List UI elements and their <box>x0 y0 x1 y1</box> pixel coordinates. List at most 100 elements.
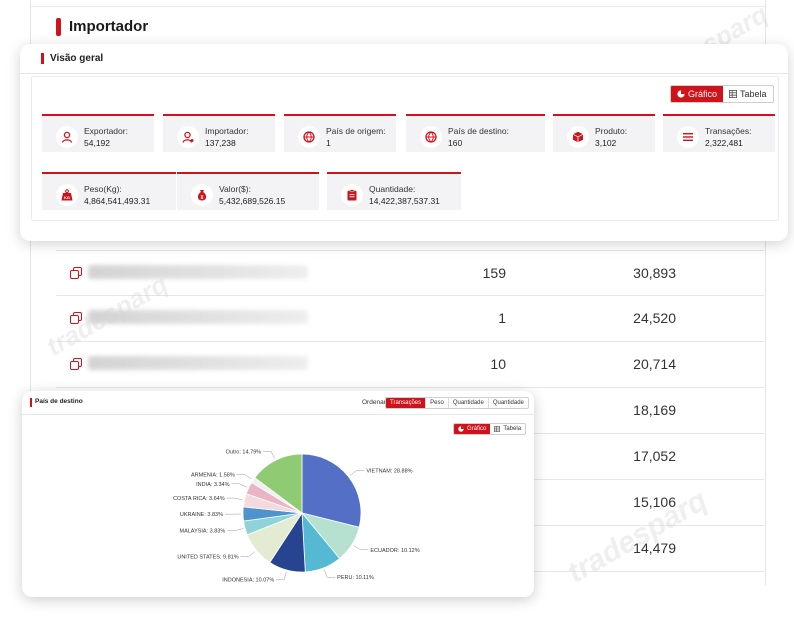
table-view-label: Tabela <box>740 89 767 99</box>
pie-chart-icon <box>677 90 685 98</box>
stat-value: 160 <box>448 138 463 148</box>
pie-chart-icon <box>458 426 464 432</box>
importer-icon <box>177 126 199 148</box>
pie-label-line <box>349 470 365 476</box>
title-accent-bar <box>30 398 32 407</box>
count-cell: 10 <box>490 356 506 372</box>
destination-title: País de destino <box>35 398 83 405</box>
pie-label-line <box>227 528 244 531</box>
pie-label-line <box>236 474 252 480</box>
stat-card: ¥ Valor($): 5,432,689,526.15 <box>177 172 319 210</box>
title-accent-bar <box>56 18 61 36</box>
title-accent-bar <box>41 53 44 64</box>
stat-value: 4,864,541,493.31 <box>84 196 151 206</box>
value-cell: 20,714 <box>633 356 676 372</box>
pie-label-line <box>240 551 255 557</box>
product-box-icon <box>567 126 589 148</box>
chart-view-label: Gráfico <box>688 89 718 99</box>
overview-card: Visão geral Gráfico Tabela Exportador: 54… <box>20 44 788 241</box>
view-toggle: Gráfico Tabela <box>453 423 527 435</box>
sort-transactions-button[interactable]: Transações <box>386 398 426 408</box>
sort-weight-button[interactable]: Peso <box>425 398 448 408</box>
pie-slice-label: ECUADOR: 10.12% <box>370 548 419 554</box>
pie-label-line <box>353 545 369 551</box>
svg-text:KG: KG <box>64 195 70 200</box>
stat-label: Quantidade: <box>369 184 416 194</box>
chart-view-label: Gráfico <box>467 426 487 432</box>
pie-slice-label: COSTA RICA: 3.64% <box>173 496 225 502</box>
copy-icon[interactable] <box>70 267 82 279</box>
sort-quantity-button[interactable]: Quantidade <box>447 398 488 408</box>
origin-country-icon <box>298 126 320 148</box>
pie-slice[interactable] <box>254 453 303 514</box>
stat-value: 137,238 <box>205 138 236 148</box>
stat-label: Peso(Kg): <box>84 184 122 194</box>
company-name-blurred <box>88 310 308 324</box>
stat-value: 3,102 <box>595 138 617 148</box>
pie-label-line <box>324 569 336 578</box>
chart-view-button[interactable]: Gráfico <box>454 424 491 434</box>
pie-slice[interactable] <box>301 453 362 528</box>
transactions-list-icon <box>677 126 699 148</box>
pie-slice-label: INDONESIA: 10.07% <box>222 578 274 584</box>
weight-kg-icon: KG <box>56 184 78 206</box>
pie-label-line <box>263 451 275 459</box>
sort-quantity-2-button[interactable]: Quantidade <box>487 398 528 408</box>
count-cell: 1 <box>498 310 506 326</box>
value-cell: 17,052 <box>633 448 676 464</box>
pie-slice-label: PERU: 10.11% <box>337 575 374 581</box>
value-cell: 15,106 <box>633 494 676 510</box>
table-row[interactable]: 10 20,714 <box>56 342 764 388</box>
table-icon <box>729 90 738 98</box>
table-view-button[interactable]: Tabela <box>490 424 525 434</box>
stat-card: Importador: 137,238 <box>163 114 275 152</box>
value-cell: 14,479 <box>633 540 676 556</box>
stat-value: 54,192 <box>84 138 110 148</box>
stat-value: 1 <box>326 138 331 148</box>
divider <box>31 6 765 7</box>
table-view-button[interactable]: Tabela <box>723 86 773 102</box>
pie-slice-label: UNITED STATES: 9.81% <box>177 555 238 561</box>
table-row[interactable]: 159 30,893 <box>56 250 764 296</box>
stat-card: País de origem: 1 <box>284 114 396 152</box>
stat-label: Transações: <box>705 126 752 136</box>
view-toggle: Gráfico Tabela <box>670 85 774 103</box>
count-cell: 159 <box>482 265 506 281</box>
money-bag-icon: ¥ <box>191 184 213 206</box>
overview-body <box>31 76 779 221</box>
svg-text:¥: ¥ <box>201 195 204 201</box>
pie-slice-label: UKRAINE: 3.83% <box>180 512 223 518</box>
company-name-blurred <box>88 265 308 279</box>
stat-card: Exportador: 54,192 <box>42 114 154 152</box>
page-title: Importador <box>69 18 149 35</box>
pie-slice-label: Outro: 14.79% <box>226 449 262 455</box>
stat-card: Produto: 3,102 <box>553 114 655 152</box>
clipboard-icon <box>341 184 363 206</box>
destination-pie-chart: VIETNAM: 28.88% ECUADOR: 10.12% PERU: 10.1… <box>173 449 420 584</box>
destination-country-card: País de destino Ordenar: Transações Peso… <box>22 391 534 597</box>
stat-value: 5,432,689,526.15 <box>219 196 286 206</box>
stat-value: 2,322,481 <box>705 138 743 148</box>
exporter-icon <box>56 126 78 148</box>
stat-card: Quantidade: 14,422,387,537.31 <box>327 172 461 210</box>
stat-card: País de destino: 160 <box>406 114 545 152</box>
chart-view-button[interactable]: Gráfico <box>671 86 724 102</box>
table-view-label: Tabela <box>503 426 522 432</box>
copy-icon[interactable] <box>70 312 82 324</box>
value-cell: 18,169 <box>633 402 676 418</box>
pie-label-line <box>276 571 287 580</box>
stat-label: Produto: <box>595 126 628 136</box>
destination-country-icon <box>420 126 442 148</box>
overview-title: Visão geral <box>50 53 104 64</box>
company-name-blurred <box>88 356 308 370</box>
table-row[interactable]: 1 24,520 <box>56 296 764 342</box>
stat-label: País de destino: <box>448 126 509 136</box>
copy-icon[interactable] <box>70 358 82 370</box>
order-label: Ordenar: <box>362 399 388 406</box>
sort-options: Transações Peso Quantidade Quantidade <box>385 397 529 409</box>
stat-label: País de origem: <box>326 126 386 136</box>
stat-card: KG Peso(Kg): 4,864,541,493.31 <box>42 172 176 210</box>
pie-slice-label: MALAYSIA: 3.83% <box>180 529 226 535</box>
stat-label: Importador: <box>205 126 249 136</box>
destination-header: País de destino <box>22 391 534 415</box>
